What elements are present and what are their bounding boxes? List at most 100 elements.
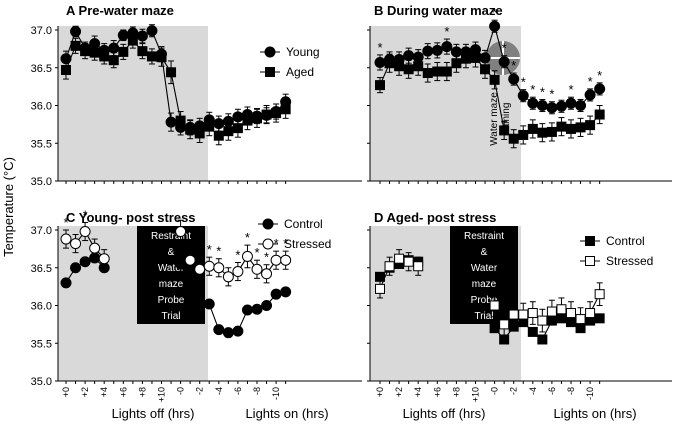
data-point <box>403 64 414 75</box>
data-point <box>213 130 224 141</box>
x-axis-label-on: Lights on (hrs) <box>553 406 636 421</box>
data-point <box>489 74 500 85</box>
data-point <box>537 334 548 345</box>
data-point <box>556 121 567 132</box>
data-point <box>70 40 81 51</box>
legend-marker <box>265 67 275 77</box>
y-axis-label: Temperature (°C) <box>1 157 16 257</box>
data-point <box>136 30 148 42</box>
data-point <box>508 133 519 144</box>
data-point <box>585 120 596 131</box>
y-tick-label: 36.0 <box>31 101 52 113</box>
annotation-text: Water maze <box>489 92 500 146</box>
data-point <box>175 258 187 270</box>
legend-label: Stressed <box>284 237 331 251</box>
data-point <box>194 298 206 310</box>
annotation-text: training <box>501 103 512 136</box>
data-point <box>60 233 72 245</box>
significance-star: * <box>588 74 593 89</box>
data-point <box>403 50 415 62</box>
data-point <box>261 109 272 120</box>
data-point <box>70 26 82 38</box>
significance-star: * <box>549 87 554 102</box>
data-point <box>594 289 605 300</box>
y-tick-label: 37.0 <box>31 25 52 37</box>
data-point <box>413 261 424 272</box>
data-point <box>156 52 167 63</box>
x-tick-label: -4 <box>214 387 224 395</box>
significance-star: * <box>568 82 573 97</box>
data-point <box>79 256 91 268</box>
data-point <box>527 123 538 134</box>
data-point <box>232 123 243 134</box>
legend-label: Control <box>284 217 323 231</box>
annotation-box <box>137 226 205 324</box>
panel-D: +0 +2 +4 +6 +8 +10 -0 -2 -4 -6 -8 -10 D Aged- post s… <box>367 210 672 402</box>
data-point <box>70 262 82 274</box>
data-point <box>499 319 510 330</box>
y-tick-label: 35.0 <box>31 376 52 388</box>
x-tick-label: +0 <box>375 387 385 397</box>
data-point <box>499 334 510 345</box>
x-tick-label: -4 <box>528 387 538 395</box>
x-tick-label: -10 <box>271 387 281 400</box>
data-point <box>527 97 539 109</box>
data-point <box>432 66 443 77</box>
data-point <box>441 41 453 53</box>
data-point <box>374 56 386 68</box>
significance-star: * <box>264 250 269 265</box>
data-point <box>537 127 548 138</box>
significance-star: * <box>254 245 259 260</box>
data-point <box>222 327 234 339</box>
data-point <box>518 129 529 140</box>
data-point <box>184 281 196 293</box>
data-point <box>232 266 244 278</box>
data-point <box>566 308 576 319</box>
data-point <box>585 308 596 319</box>
data-point <box>413 61 424 72</box>
legend-label: Stressed <box>606 254 653 268</box>
x-tick-label: -2 <box>509 387 519 395</box>
data-point <box>527 326 538 337</box>
y-tick-label: 35.5 <box>31 138 52 150</box>
data-point <box>575 314 586 325</box>
data-point <box>518 309 529 320</box>
x-tick-label: +6 <box>118 387 128 397</box>
data-point <box>431 44 443 56</box>
panel-C: 35.0 35.5 36.0 36.5 37.0 +0 +2 +4 +6 +8 +10 -0 -2 -4 -… <box>31 207 362 402</box>
data-point <box>460 53 471 64</box>
x-tick-label: +8 <box>137 387 147 397</box>
data-point <box>270 254 282 266</box>
data-point <box>223 126 234 137</box>
significance-star: * <box>207 242 212 257</box>
panel-A: 35.0 35.5 36.0 36.5 37.0 A Pre-water maze Youn… <box>31 3 362 188</box>
data-point <box>89 47 100 58</box>
data-point <box>252 113 262 124</box>
data-point <box>60 277 72 289</box>
legend-marker <box>262 238 274 250</box>
significance-star: * <box>597 68 602 83</box>
data-point <box>166 67 177 78</box>
y-tick-label: 35.0 <box>31 176 52 188</box>
data-point <box>175 226 187 238</box>
data-point <box>99 51 110 62</box>
data-point <box>194 128 205 139</box>
data-point <box>384 261 395 272</box>
significance-star: * <box>283 236 288 251</box>
annotation-text: Restraint & Water maze Probe Trial <box>464 231 504 322</box>
significance-star: * <box>216 244 221 259</box>
data-point <box>203 298 215 310</box>
significance-star: * <box>502 41 507 56</box>
data-point <box>222 271 234 283</box>
x-tick-label: +4 <box>99 387 109 397</box>
x-tick-label: -10 <box>585 387 595 400</box>
data-point <box>261 268 273 280</box>
data-point <box>271 108 282 119</box>
x-tick-label: -0 <box>490 387 500 395</box>
x-tick-label: +8 <box>451 387 461 397</box>
data-point <box>118 46 129 57</box>
significance-star: * <box>63 215 68 230</box>
data-point <box>270 288 282 300</box>
